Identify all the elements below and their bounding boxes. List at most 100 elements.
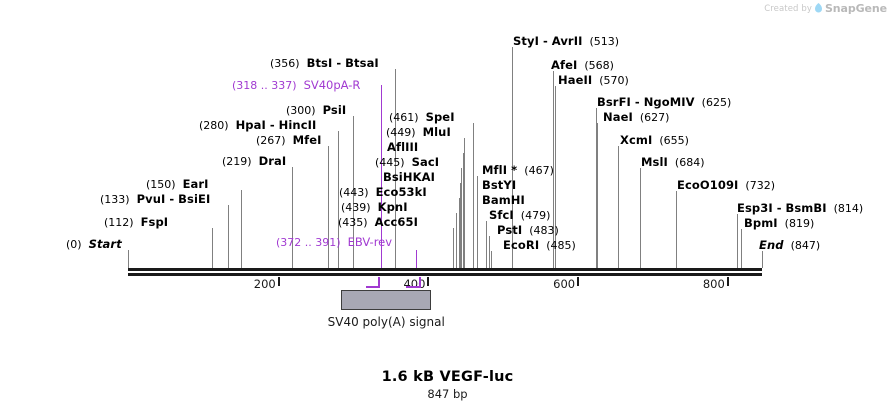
name-separator: - <box>332 56 346 70</box>
enzyme-name: SfcI <box>489 208 514 222</box>
enzyme-name: StyI <box>513 34 539 48</box>
cut-position: (150) <box>146 178 183 191</box>
site-label-afliii[interactable]: AflIII <box>387 141 418 153</box>
site-label-eco53ki[interactable]: (443) Eco53kI <box>339 186 427 199</box>
watermark-prefix: Created by <box>764 3 812 14</box>
cut-position: (280) <box>199 119 236 132</box>
leader-line <box>762 251 763 268</box>
cut-position: (445) <box>375 156 412 169</box>
site-label-drai[interactable]: (219) DraI <box>222 155 286 168</box>
leader-line <box>640 168 641 268</box>
primer-label-ebv-rev[interactable]: (372 .. 391) EBV-rev <box>276 236 392 249</box>
enzyme-name: BtsaI <box>345 56 379 70</box>
primer-leader-sv40pa-r <box>381 85 383 268</box>
enzyme-name: BsiHKAI <box>383 170 435 184</box>
leader-line <box>491 251 492 268</box>
cut-position: (356) <box>270 57 307 70</box>
enzyme-name: PstI <box>497 223 523 237</box>
leader-line <box>328 146 329 268</box>
site-label-bsihkai[interactable]: BsiHKAI <box>383 171 435 183</box>
site-label-hpai[interactable]: (280) HpaI - HincII <box>199 119 316 132</box>
site-label-spei[interactable]: (461) SpeI <box>389 111 455 124</box>
site-label-bamhi[interactable]: BamHI <box>482 194 525 206</box>
site-label-xcmi[interactable]: XcmI (655) <box>620 134 689 147</box>
enzyme-name: MflI * <box>482 163 518 177</box>
site-label-kpni[interactable]: (439) KpnI <box>341 201 408 214</box>
leader-line <box>741 229 742 268</box>
enzyme-name: EcoRI <box>503 238 540 252</box>
snapgene-logo-icon <box>814 3 822 14</box>
feature-box[interactable] <box>341 290 432 310</box>
cut-position: (847) <box>783 239 821 252</box>
site-label-acc65i[interactable]: (435) Acc65I <box>338 216 418 229</box>
leader-line <box>486 221 487 268</box>
site-label-bsrfi[interactable]: BsrFI - NgoMIV (625) <box>597 96 731 109</box>
axis-tick <box>726 277 729 286</box>
enzyme-name: HaeII <box>558 73 593 87</box>
primer-label-sv40pa-r[interactable]: (318 .. 337) SV40pA-R <box>232 79 360 92</box>
site-label-btsi[interactable]: (356) BtsI - BtsaI <box>270 57 379 70</box>
name-separator: - <box>265 118 279 132</box>
enzyme-name: EcoO109I <box>677 178 739 192</box>
enzyme-name: SpeI <box>425 110 455 124</box>
site-label-haeii[interactable]: HaeII (570) <box>558 74 629 87</box>
site-label-mlui[interactable]: (449) MluI <box>386 126 451 139</box>
leader-line <box>459 198 460 268</box>
site-label-saci[interactable]: (445) SacI <box>375 156 439 169</box>
site-label-esp3i[interactable]: Esp3I - BsmBI (814) <box>737 202 863 215</box>
enzyme-name: BamHI <box>482 193 525 207</box>
leader-line <box>241 190 242 268</box>
site-label-mfei[interactable]: (267) MfeI <box>256 134 322 147</box>
site-label-ecori[interactable]: EcoRI (485) <box>503 239 576 252</box>
cut-position: (435) <box>338 216 375 229</box>
site-label-naei[interactable]: NaeI (627) <box>603 111 669 124</box>
axis-rule-bottom <box>128 273 762 276</box>
cut-position: (133) <box>100 193 137 206</box>
enzyme-name: Start <box>88 237 122 251</box>
cut-position: (483) <box>522 224 559 237</box>
cut-position: (627) <box>632 111 670 124</box>
site-label-bpmi[interactable]: BpmI (819) <box>744 217 814 230</box>
enzyme-name: MslI <box>641 155 668 169</box>
enzyme-name: XcmI <box>620 133 653 147</box>
cut-position: (513) <box>582 35 620 48</box>
site-label-start[interactable]: (0) Start <box>66 238 122 251</box>
enzyme-name: NaeI <box>603 110 633 124</box>
primer-range: (318 .. 337) <box>232 79 304 92</box>
leader-line <box>212 228 213 268</box>
cut-position: (461) <box>389 111 426 124</box>
name-separator: - <box>772 201 786 215</box>
leader-line <box>228 205 229 268</box>
site-label-psti[interactable]: PstI (483) <box>497 224 559 237</box>
site-label-styi[interactable]: StyI - AvrII (513) <box>513 35 619 48</box>
site-label-fspi[interactable]: (112) FspI <box>104 216 168 229</box>
enzyme-name: Acc65I <box>374 215 418 229</box>
cut-position: (439) <box>341 201 378 214</box>
primer-range: (372 .. 391) <box>276 236 348 249</box>
cut-position: (819) <box>777 217 815 230</box>
site-label-pvui[interactable]: (133) PvuI - BsiEI <box>100 193 210 206</box>
site-label-ecoo109i[interactable]: EcoO109I (732) <box>677 179 775 192</box>
leader-line <box>456 213 457 268</box>
site-label-end[interactable]: End (847) <box>759 239 820 252</box>
site-label-bstyi[interactable]: BstYI <box>482 179 516 191</box>
site-label-mfli[interactable]: MflI * (467) <box>482 164 554 177</box>
leader-line <box>489 236 490 268</box>
leader-line <box>618 146 619 268</box>
axis-tick <box>277 277 280 286</box>
leader-line <box>353 116 354 268</box>
leader-line <box>464 138 465 268</box>
cut-position: (267) <box>256 134 293 147</box>
enzyme-name: AfeI <box>551 58 578 72</box>
site-label-msli[interactable]: MslI (684) <box>641 156 705 169</box>
site-label-psii[interactable]: (300) PsiI <box>286 104 346 117</box>
site-label-sfci[interactable]: SfcI (479) <box>489 209 550 222</box>
site-label-eari[interactable]: (150) EarI <box>146 178 209 191</box>
enzyme-name: MluI <box>422 125 451 139</box>
leader-line <box>292 167 293 268</box>
cut-position: (485) <box>539 239 576 252</box>
cut-position: (479) <box>513 209 551 222</box>
site-label-afei[interactable]: AfeI (568) <box>551 59 614 72</box>
primer-name: SV40pA-R <box>303 78 361 92</box>
